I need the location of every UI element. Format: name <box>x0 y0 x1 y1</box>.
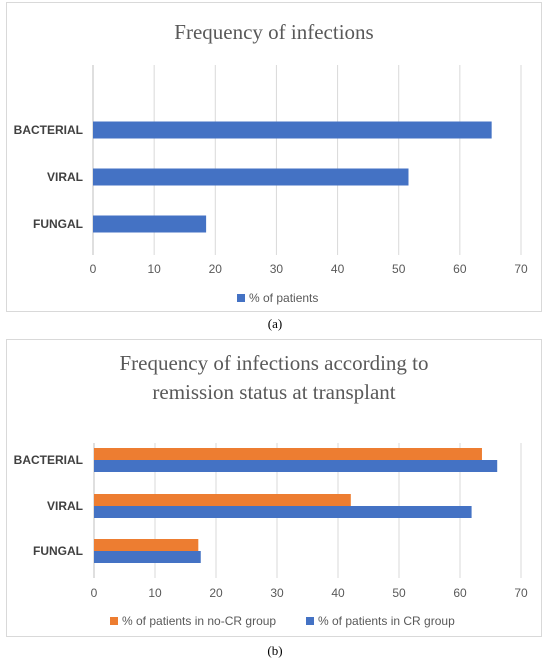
x-tick-label: 70 <box>514 586 528 600</box>
legend-entry: % of patients <box>249 291 318 305</box>
bar <box>93 168 409 186</box>
legend-entry: % of patients in CR group <box>318 614 455 628</box>
bar <box>94 460 498 472</box>
x-tick-label: 50 <box>392 262 406 276</box>
legend-swatch <box>110 617 118 625</box>
x-tick-label: 50 <box>392 586 406 600</box>
category-label: BACTERIAL <box>14 453 83 467</box>
caption-a: (a) <box>267 316 283 331</box>
bar <box>94 506 472 518</box>
bar <box>94 448 482 460</box>
bar <box>94 539 199 551</box>
x-tick-label: 60 <box>453 586 467 600</box>
chart-panel-a: Frequency of infections 0 10 20 30 40 50 60 70 BA… <box>6 2 542 312</box>
chart-a: Frequency of infections 0 10 20 30 40 50 60 70 BA… <box>14 20 528 305</box>
bar <box>94 551 201 563</box>
legend-swatch <box>237 294 245 302</box>
bar <box>93 215 207 233</box>
x-tick-label: 20 <box>209 586 223 600</box>
x-tick-label: 0 <box>90 262 97 276</box>
legend-entry: % of patients in no-CR group <box>122 614 276 628</box>
chart-b: Frequency of infections according to remi… <box>14 351 528 628</box>
category-label: FUNGAL <box>33 217 83 231</box>
chart-title: remission status at transplant <box>152 380 395 404</box>
x-tick-label: 0 <box>91 586 98 600</box>
bar <box>94 494 351 506</box>
chart-title: Frequency of infections <box>174 20 373 44</box>
x-tick-label: 30 <box>270 262 284 276</box>
x-tick-label: 10 <box>147 262 161 276</box>
bar <box>93 121 492 139</box>
x-tick-label: 10 <box>148 586 162 600</box>
category-label: VIRAL <box>47 170 83 184</box>
x-tick-label: 40 <box>331 262 345 276</box>
x-tick-label: 20 <box>209 262 223 276</box>
category-label: VIRAL <box>47 499 83 513</box>
category-label: FUNGAL <box>33 544 83 558</box>
x-tick-label: 60 <box>453 262 467 276</box>
legend-swatch <box>306 617 314 625</box>
caption-b: (b) <box>267 643 283 658</box>
x-tick-label: 40 <box>331 586 345 600</box>
x-tick-label: 30 <box>270 586 284 600</box>
x-tick-label: 70 <box>514 262 528 276</box>
chart-title: Frequency of infections according to <box>119 351 428 375</box>
category-label: BACTERIAL <box>14 123 83 137</box>
chart-panel-b: Frequency of infections according to remi… <box>6 339 542 637</box>
